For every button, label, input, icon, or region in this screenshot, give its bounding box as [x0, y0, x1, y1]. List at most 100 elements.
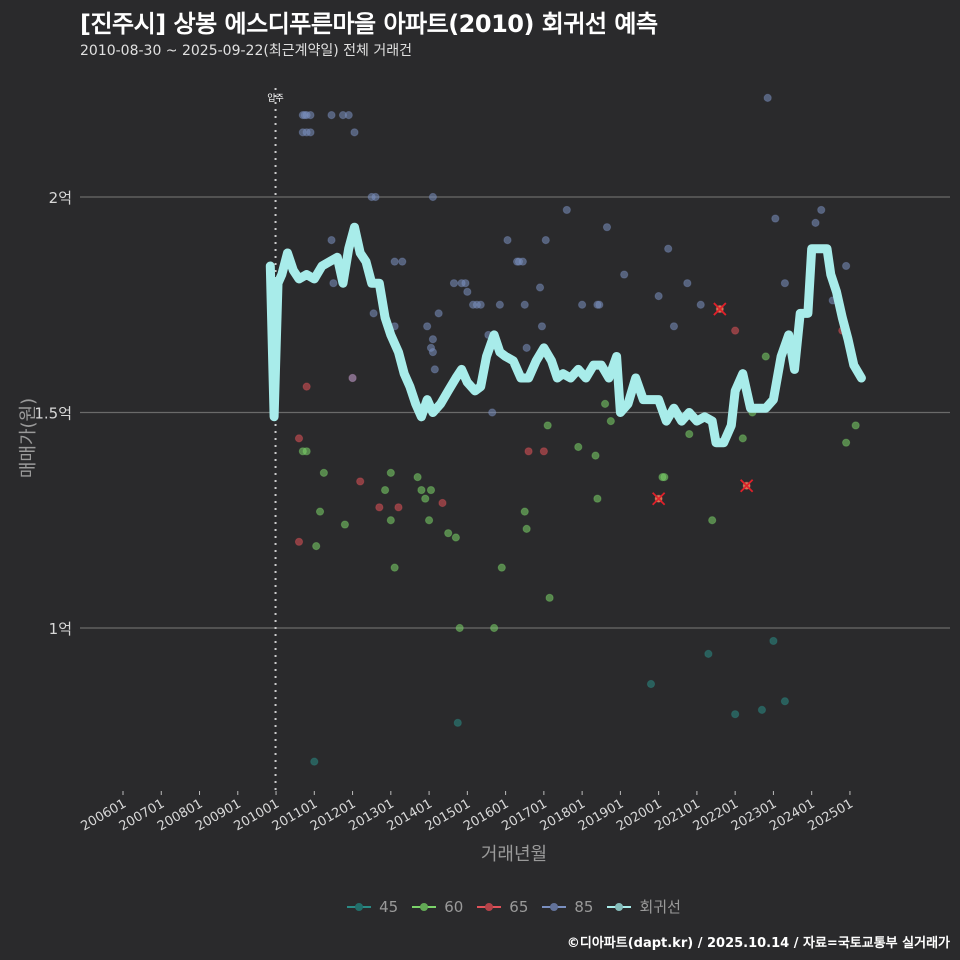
data-point: [761, 352, 770, 361]
legend-label: 65: [509, 897, 529, 916]
data-point: [731, 326, 740, 335]
data-point: [369, 309, 378, 318]
data-point: [842, 261, 851, 271]
data-point: [430, 365, 439, 374]
data-point: [606, 417, 615, 426]
data-point: [704, 649, 713, 658]
x-markers: [652, 302, 754, 506]
data-point: [294, 537, 304, 546]
data-point: [685, 429, 694, 439]
data-point: [453, 718, 462, 727]
data-point: [449, 279, 459, 288]
data-point: [375, 503, 384, 512]
data-point: [664, 244, 673, 253]
data-point: [574, 442, 583, 452]
data-point: [842, 438, 851, 447]
data-point: [520, 507, 529, 516]
data-point: [306, 111, 315, 120]
data-point: [524, 447, 533, 456]
data-point: [386, 468, 395, 477]
data-point: [356, 477, 365, 486]
data-point: [543, 421, 552, 430]
data-point: [394, 503, 403, 512]
data-point: [294, 434, 304, 443]
scatter-points: [294, 93, 860, 766]
data-point: [541, 236, 550, 245]
data-point: [421, 494, 430, 503]
data-point: [660, 473, 669, 482]
legend-label: 회귀선: [639, 898, 681, 916]
data-point: [327, 236, 336, 245]
move-in-annotation: 입주: [267, 88, 284, 792]
data-point: [371, 192, 380, 202]
legend-key-icon: [347, 905, 372, 908]
data-point: [738, 434, 747, 443]
data-point: [851, 421, 860, 430]
data-point: [455, 623, 464, 633]
data-point: [319, 468, 328, 477]
y-axis-ticks: 1억 1.5억 2억: [34, 189, 72, 638]
data-point: [602, 223, 612, 232]
data-point: [340, 520, 350, 529]
data-point: [683, 279, 692, 288]
x-marker-icon: [740, 479, 754, 493]
data-point: [413, 473, 422, 482]
chart-title: [진주시] 상봉 에스디푸른마을 아파트(2010) 회귀선 예측: [80, 10, 658, 38]
data-point: [390, 257, 399, 266]
data-point: [771, 214, 780, 223]
data-point: [423, 322, 432, 331]
data-point: [503, 236, 512, 245]
data-point: [424, 516, 434, 525]
data-point: [696, 300, 705, 309]
data-point: [562, 205, 571, 215]
y-tick-label: 1억: [49, 620, 72, 638]
data-point: [348, 373, 357, 383]
legend: 45 60 65 85 회귀선: [0, 896, 960, 917]
legend-label: 85: [574, 897, 594, 916]
data-point: [646, 679, 656, 689]
data-point: [306, 128, 315, 137]
x-marker-icon: [652, 492, 666, 506]
data-point: [350, 128, 359, 137]
data-point: [438, 498, 447, 508]
data-point: [451, 533, 460, 542]
y-axis-label: 매매가(원): [18, 397, 39, 479]
data-point: [708, 516, 717, 525]
legend-label: 45: [379, 897, 399, 916]
data-point: [780, 279, 789, 288]
legend-key-icon: [542, 905, 567, 908]
y-tick-label: 1.5억: [34, 405, 72, 423]
data-point: [537, 322, 547, 331]
data-point: [769, 636, 778, 646]
data-point: [490, 623, 499, 633]
footer-credit: ©디아파트(dapt.kr) / 2025.10.14 / 자료=국토교통부 실…: [566, 936, 950, 951]
legend-key-icon: [477, 905, 502, 908]
data-point: [545, 593, 554, 602]
data-point: [386, 516, 395, 525]
data-point: [488, 408, 497, 417]
data-point: [578, 300, 587, 309]
data-point: [535, 283, 545, 292]
regression-line: [265, 222, 866, 448]
data-point: [817, 205, 826, 215]
data-point: [444, 529, 453, 538]
data-point: [780, 697, 789, 706]
data-point: [312, 542, 321, 551]
data-point: [344, 111, 353, 120]
data-point: [428, 192, 438, 202]
data-point: [302, 382, 311, 391]
data-point: [434, 309, 443, 318]
data-point: [417, 485, 426, 495]
data-point: [593, 494, 602, 503]
data-point: [620, 270, 629, 279]
legend-item-45: 45: [347, 896, 398, 917]
data-point: [497, 563, 506, 572]
data-point: [669, 322, 679, 331]
chart-subtitle: 2010-08-30 ~ 2025-09-22(최근계약일) 전체 거래건: [80, 43, 412, 59]
data-point: [310, 757, 319, 766]
data-point: [329, 279, 338, 288]
gridlines: [80, 196, 950, 629]
data-point: [398, 257, 407, 266]
data-point: [495, 300, 504, 309]
